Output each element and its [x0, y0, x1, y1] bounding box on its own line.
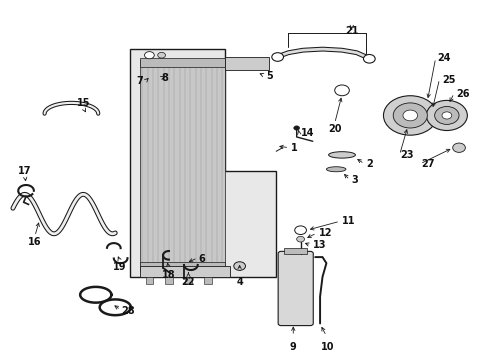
Text: 28: 28	[122, 306, 135, 316]
Text: 2: 2	[366, 159, 372, 169]
Text: 15: 15	[77, 98, 90, 108]
Bar	[140, 262, 224, 271]
Circle shape	[233, 262, 245, 270]
Text: 4: 4	[236, 277, 243, 287]
Text: 26: 26	[456, 89, 469, 99]
Circle shape	[294, 226, 306, 234]
Circle shape	[158, 52, 165, 58]
Text: 7: 7	[137, 76, 143, 86]
Circle shape	[392, 103, 427, 128]
Text: 18: 18	[162, 270, 175, 280]
Circle shape	[334, 85, 348, 96]
Ellipse shape	[328, 152, 355, 158]
Circle shape	[441, 112, 451, 119]
Polygon shape	[130, 49, 276, 277]
Circle shape	[434, 107, 458, 125]
Text: 12: 12	[318, 228, 331, 238]
Circle shape	[296, 236, 304, 242]
Text: 5: 5	[266, 71, 273, 81]
Circle shape	[383, 96, 436, 135]
Bar	[164, 277, 172, 284]
Text: 14: 14	[300, 129, 313, 138]
Text: 11: 11	[341, 216, 355, 226]
Bar	[203, 277, 211, 284]
Text: 23: 23	[400, 150, 413, 160]
Bar	[140, 266, 229, 277]
Circle shape	[402, 110, 417, 121]
Text: 6: 6	[198, 254, 204, 264]
Text: 24: 24	[436, 53, 449, 63]
Circle shape	[452, 143, 465, 152]
Text: 9: 9	[289, 342, 296, 352]
Text: 19: 19	[113, 262, 127, 273]
Text: 8: 8	[161, 73, 168, 83]
Text: 10: 10	[320, 342, 333, 352]
Text: 27: 27	[420, 159, 434, 169]
Text: 22: 22	[182, 277, 195, 287]
Text: 16: 16	[28, 237, 41, 247]
Circle shape	[293, 126, 299, 130]
Text: 17: 17	[18, 166, 32, 176]
Bar	[284, 248, 306, 254]
Circle shape	[144, 51, 154, 59]
Text: 20: 20	[327, 125, 341, 134]
Bar	[145, 277, 153, 284]
Text: 1: 1	[290, 143, 297, 153]
Text: 21: 21	[345, 26, 358, 36]
Bar	[184, 277, 192, 284]
Bar	[140, 58, 224, 67]
Circle shape	[271, 53, 283, 61]
Circle shape	[426, 100, 467, 131]
Bar	[224, 57, 268, 70]
FancyBboxPatch shape	[278, 251, 313, 325]
Circle shape	[363, 54, 374, 63]
Bar	[140, 60, 224, 271]
Ellipse shape	[326, 167, 345, 172]
Text: 13: 13	[312, 240, 325, 250]
Text: 25: 25	[441, 75, 454, 85]
Text: 3: 3	[351, 175, 358, 185]
